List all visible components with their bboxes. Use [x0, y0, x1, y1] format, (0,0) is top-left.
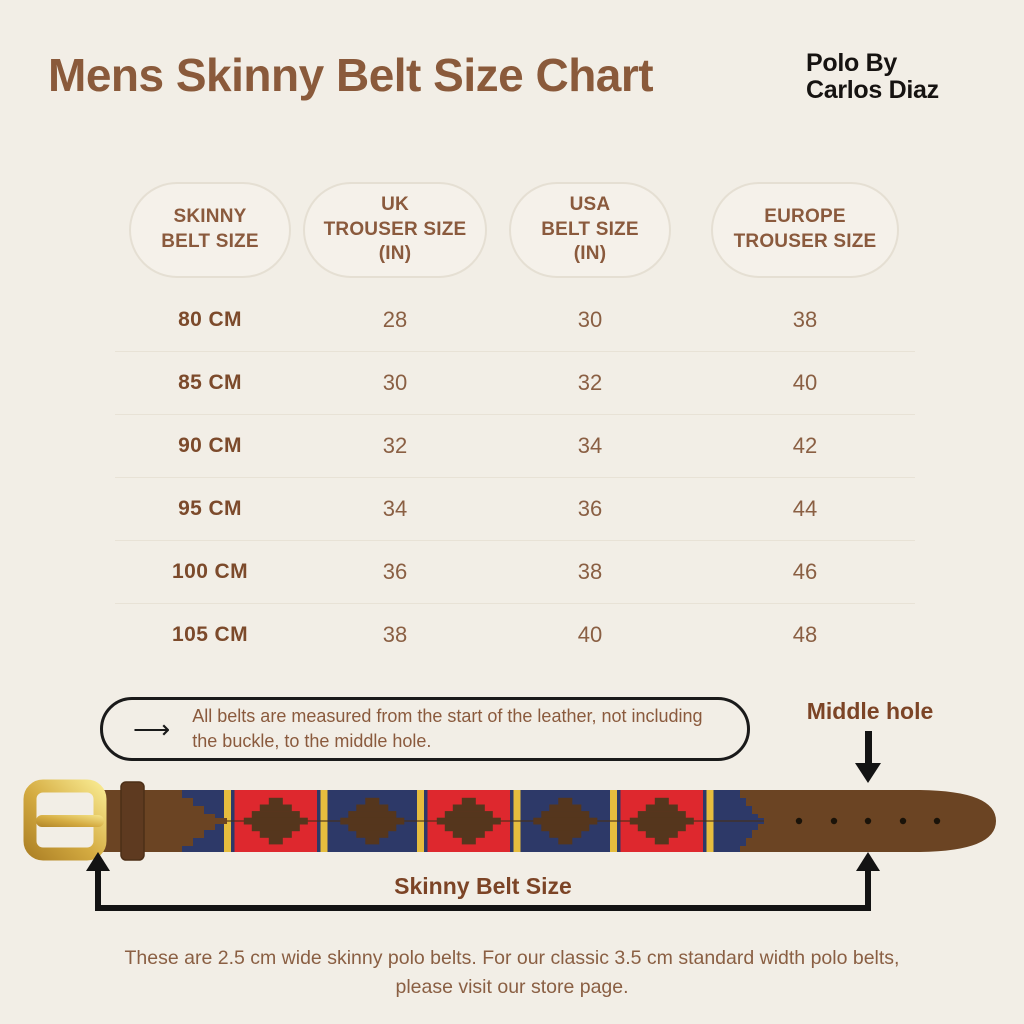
footer-note: These are 2.5 cm wide skinny polo belts.… — [124, 947, 900, 999]
uk-size-cell: 36 — [382, 559, 408, 584]
middle-hole-label: Middle hole — [806, 698, 934, 724]
table-row: 95 CM 34 36 44 — [115, 477, 915, 540]
usa-size-cell: 30 — [577, 307, 603, 332]
belt-size-cell: 80 CM — [178, 308, 242, 331]
header-line: USA — [569, 193, 611, 215]
header-line: TROUSER SIZE — [733, 231, 877, 252]
uk-size-cell: 28 — [382, 307, 408, 332]
brand-logo: Polo By Carlos Diaz — [806, 50, 939, 103]
brand-line-1: Polo By — [806, 49, 897, 77]
header-line: SKINNY — [173, 206, 247, 228]
table-row: 90 CM 32 34 42 — [115, 414, 915, 477]
belt-size-cell: 95 CM — [178, 497, 242, 520]
uk-size-cell: 38 — [382, 622, 408, 647]
header-line: TROUSER SIZE — [323, 218, 467, 240]
table-row: 85 CM 30 32 40 — [115, 351, 915, 414]
europe-size-cell: 40 — [792, 370, 818, 395]
buckle-icon — [23, 779, 107, 861]
table-row: 100 CM 36 38 46 — [115, 540, 915, 603]
belt-pattern — [178, 790, 768, 852]
belt-size-cell: 85 CM — [178, 371, 242, 394]
size-table: 80 CM 28 30 38 85 CM 30 32 40 90 CM 32 3… — [115, 289, 915, 666]
middle-hole-arrow-icon — [855, 731, 881, 783]
europe-size-cell: 38 — [792, 307, 818, 332]
table-header-row: SKINNY BELT SIZE UK TROUSER SIZE (IN) US… — [115, 182, 915, 278]
header-line: UK — [381, 193, 409, 215]
page-title: Mens Skinny Belt Size Chart — [48, 49, 654, 101]
table-row: 105 CM 38 40 48 — [115, 603, 915, 666]
skinny-belt-size-label: Skinny Belt Size — [394, 873, 572, 899]
usa-size-cell: 36 — [577, 496, 603, 521]
column-header-skinny-belt-size: SKINNY BELT SIZE — [129, 182, 291, 278]
europe-size-cell: 44 — [792, 496, 818, 521]
usa-size-cell: 40 — [577, 622, 603, 647]
usa-size-cell: 32 — [577, 370, 603, 395]
header-line: BELT SIZE — [161, 231, 259, 252]
measurement-bracket-icon — [86, 852, 880, 911]
belt-holes — [795, 817, 941, 825]
header-line: (IN) — [573, 243, 607, 265]
usa-size-cell: 38 — [577, 559, 603, 584]
belt-size-cell: 105 CM — [172, 623, 248, 646]
column-header-uk-trouser-size: UK TROUSER SIZE (IN) — [303, 182, 487, 278]
right-arrow-icon: ⟶ — [133, 714, 171, 744]
column-header-europe-trouser-size: EUROPE TROUSER SIZE — [711, 182, 899, 278]
belt-size-cell: 90 CM — [178, 434, 242, 457]
europe-size-cell: 48 — [792, 622, 818, 647]
uk-size-cell: 34 — [382, 496, 408, 521]
belt-keeper — [120, 781, 145, 861]
measurement-note: ⟶ All belts are measured from the start … — [100, 697, 750, 761]
europe-size-cell: 46 — [792, 559, 818, 584]
uk-size-cell: 30 — [382, 370, 408, 395]
belt-size-cell: 100 CM — [172, 560, 248, 583]
usa-size-cell: 34 — [577, 433, 603, 458]
header-line: EUROPE — [764, 206, 846, 228]
header-line: (IN) — [378, 243, 412, 265]
measurement-note-text: All belts are measured from the start of… — [192, 705, 703, 751]
table-row: 80 CM 28 30 38 — [115, 289, 915, 351]
europe-size-cell: 42 — [792, 433, 818, 458]
column-header-usa-belt-size: USA BELT SIZE (IN) — [509, 182, 671, 278]
brand-line-2: Carlos Diaz — [806, 75, 939, 104]
uk-size-cell: 32 — [382, 433, 408, 458]
header-line: BELT SIZE — [541, 218, 639, 240]
